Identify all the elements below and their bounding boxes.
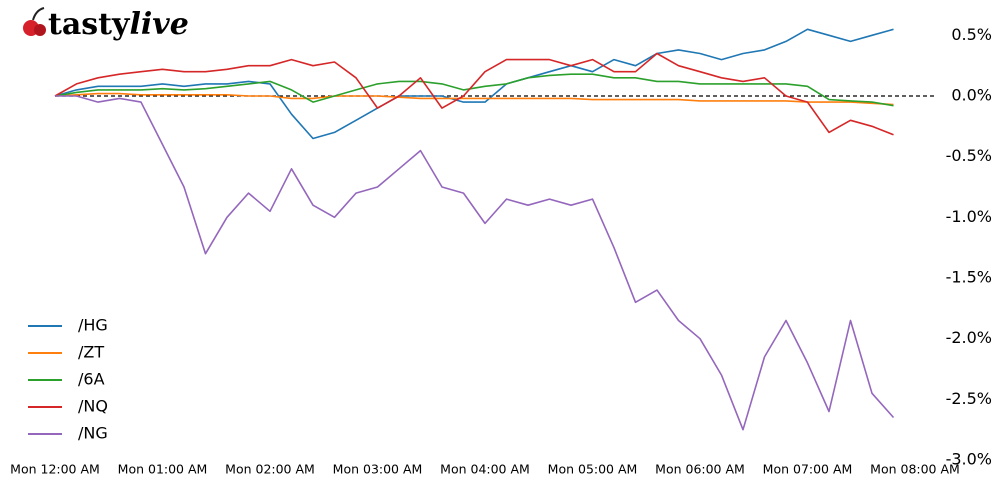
cherry-icon (34, 24, 46, 36)
x-tick-label: Mon 01:00 AM (118, 462, 208, 477)
x-tick-label: Mon 02:00 AM (225, 462, 315, 477)
cherry-stem (32, 7, 45, 21)
legend-label: /HG (78, 316, 108, 335)
y-tick-label: 0.0% (951, 86, 992, 105)
series-line (55, 95, 895, 431)
series-line (54, 52, 894, 136)
logo-text: tastylive (48, 7, 189, 42)
legend-label: /6A (78, 370, 105, 389)
x-tick-label: Mon 03:00 AM (333, 462, 423, 477)
x-tick-label: Mon 05:00 AM (548, 462, 638, 477)
y-tick-label: -0.5% (946, 146, 992, 165)
y-tick-label: 0.5% (951, 25, 992, 44)
x-tick-label: Mon 07:00 AM (763, 462, 853, 477)
logo-prefix: tasty (48, 7, 131, 42)
legend-label: /ZT (78, 343, 104, 362)
x-tick-label: Mon 06:00 AM (655, 462, 745, 477)
y-tick-label: -2.5% (946, 389, 992, 408)
x-tick-label: Mon 04:00 AM (440, 462, 530, 477)
legend-label: /NQ (78, 397, 108, 416)
series-line (54, 92, 894, 106)
series-line (54, 73, 894, 107)
legend-label: /NG (78, 424, 108, 443)
x-tick-label: Mon 08:00 AM (870, 462, 960, 477)
y-tick-label: -2.0% (946, 328, 992, 347)
x-tick-label: Mon 12:00 AM (10, 462, 100, 477)
y-tick-label: -3.0% (946, 450, 992, 469)
logo: tastylive (23, 7, 189, 42)
y-tick-label: -1.0% (946, 207, 992, 226)
logo-suffix: live (129, 7, 188, 42)
y-tick-label: -1.5% (946, 268, 992, 287)
series-line (54, 28, 894, 140)
